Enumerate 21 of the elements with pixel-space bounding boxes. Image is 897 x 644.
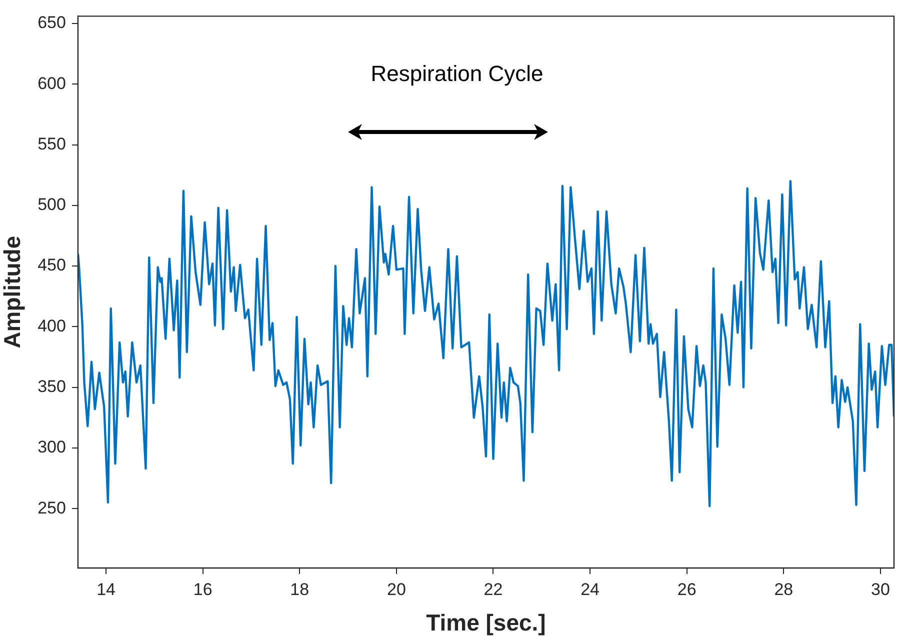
x-tick-label: 22 [484,580,503,599]
x-axis-title: Time [sec.] [426,610,546,636]
x-tick-label: 14 [96,580,116,599]
annotation: Respiration Cycle [370,61,544,86]
x-tick-label: 24 [580,580,600,599]
x-tick-label: 26 [677,580,696,599]
y-axis-title: Amplitude [0,236,26,348]
x-tick-label: 20 [386,580,406,599]
y-tick-label: 650 [38,13,66,32]
x-tick-label: 16 [193,580,212,599]
y-tick-label: 400 [38,316,66,336]
x-tick-label: 28 [774,580,794,599]
y-tick-label: 450 [38,256,66,275]
x-tick-label: 18 [290,580,310,599]
x-tick-label: 30 [870,580,890,599]
y-tick-label: 600 [38,74,66,93]
y-tick-label: 300 [38,438,66,457]
y-tick-label: 350 [38,376,66,396]
y-tick-label: 500 [38,195,66,214]
y-tick-label: 250 [38,498,66,518]
y-tick-label: 550 [38,134,66,154]
